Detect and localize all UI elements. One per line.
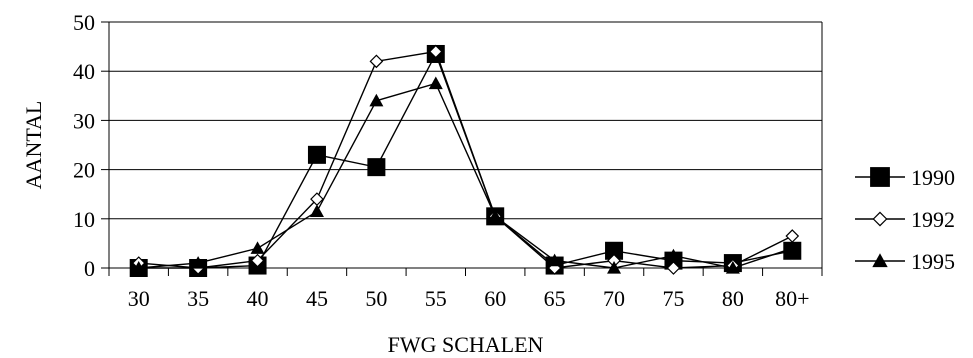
x-tick-label: 45 (306, 286, 328, 311)
marker-diamond (872, 211, 888, 227)
x-tick-label: 70 (603, 286, 625, 311)
series-points-1992 (131, 44, 800, 275)
y-tick-label: 50 (73, 10, 95, 35)
marker-triangle (250, 241, 265, 254)
x-tick-label: 50 (365, 286, 387, 311)
x-tick-label: 30 (128, 286, 150, 311)
x-tick-label: 60 (484, 286, 506, 311)
x-tick-label: 80+ (775, 286, 809, 311)
marker-triangle (725, 261, 740, 274)
marker-triangle (607, 261, 622, 274)
series-line-1990 (138, 52, 793, 269)
series-lines (138, 50, 793, 269)
marker-diamond (428, 44, 443, 59)
marker-square (367, 158, 386, 177)
x-tick-label: 35 (187, 286, 209, 311)
legend: 1990 1992 1995 (855, 165, 955, 274)
series-markers (129, 44, 802, 277)
legend-item-1990: 1990 (855, 165, 955, 190)
axes (101, 21, 823, 276)
series-points-1995 (131, 76, 800, 274)
series-line-1992 (138, 50, 793, 269)
x-axis-title: FWG SCHALEN (388, 332, 544, 357)
marker-triangle (309, 204, 324, 218)
x-tick-label: 40 (247, 286, 269, 311)
series-points-1990 (129, 44, 802, 277)
x-tick-label: 80 (722, 286, 744, 311)
marker-diamond (785, 229, 800, 243)
marker-diamond (369, 54, 384, 69)
marker-square (307, 145, 326, 164)
y-axis-title: AANTAL (21, 101, 46, 190)
y-tick-label: 0 (84, 256, 95, 281)
legend-item-1995: 1995 (855, 249, 955, 274)
y-tick-label: 10 (73, 207, 95, 232)
marker-triangle (872, 253, 888, 268)
marker-triangle (666, 248, 681, 262)
marker-diamond (666, 261, 681, 275)
series-line-1995 (138, 82, 793, 269)
y-tick-label: 20 (73, 158, 95, 183)
legend-label: 1995 (911, 249, 955, 274)
x-tick-label: 75 (662, 286, 684, 311)
y-tick-labels: 0 10 20 30 40 50 (73, 10, 95, 281)
legend-label: 1992 (911, 207, 955, 232)
marker-triangle (785, 241, 800, 254)
x-tick-label: 65 (544, 286, 566, 311)
y-tick-label: 40 (73, 59, 95, 84)
marker-triangle (488, 209, 503, 222)
marker-triangle (369, 93, 384, 107)
legend-item-1992: 1992 (855, 207, 955, 232)
y-tick-label: 30 (73, 108, 95, 133)
marker-triangle (191, 256, 206, 269)
marker-triangle (547, 253, 562, 267)
marker-triangle (428, 76, 443, 90)
marker-square (870, 167, 890, 187)
marker-triangle (131, 261, 146, 274)
marker-square (605, 241, 624, 260)
x-tick-label: 55 (425, 286, 447, 311)
x-tick-labels: 30 35 40 45 50 55 60 65 70 75 80 80+ (128, 286, 810, 311)
gridlines (109, 21, 822, 220)
marker-diamond (250, 253, 265, 268)
legend-label: 1990 (911, 165, 955, 190)
